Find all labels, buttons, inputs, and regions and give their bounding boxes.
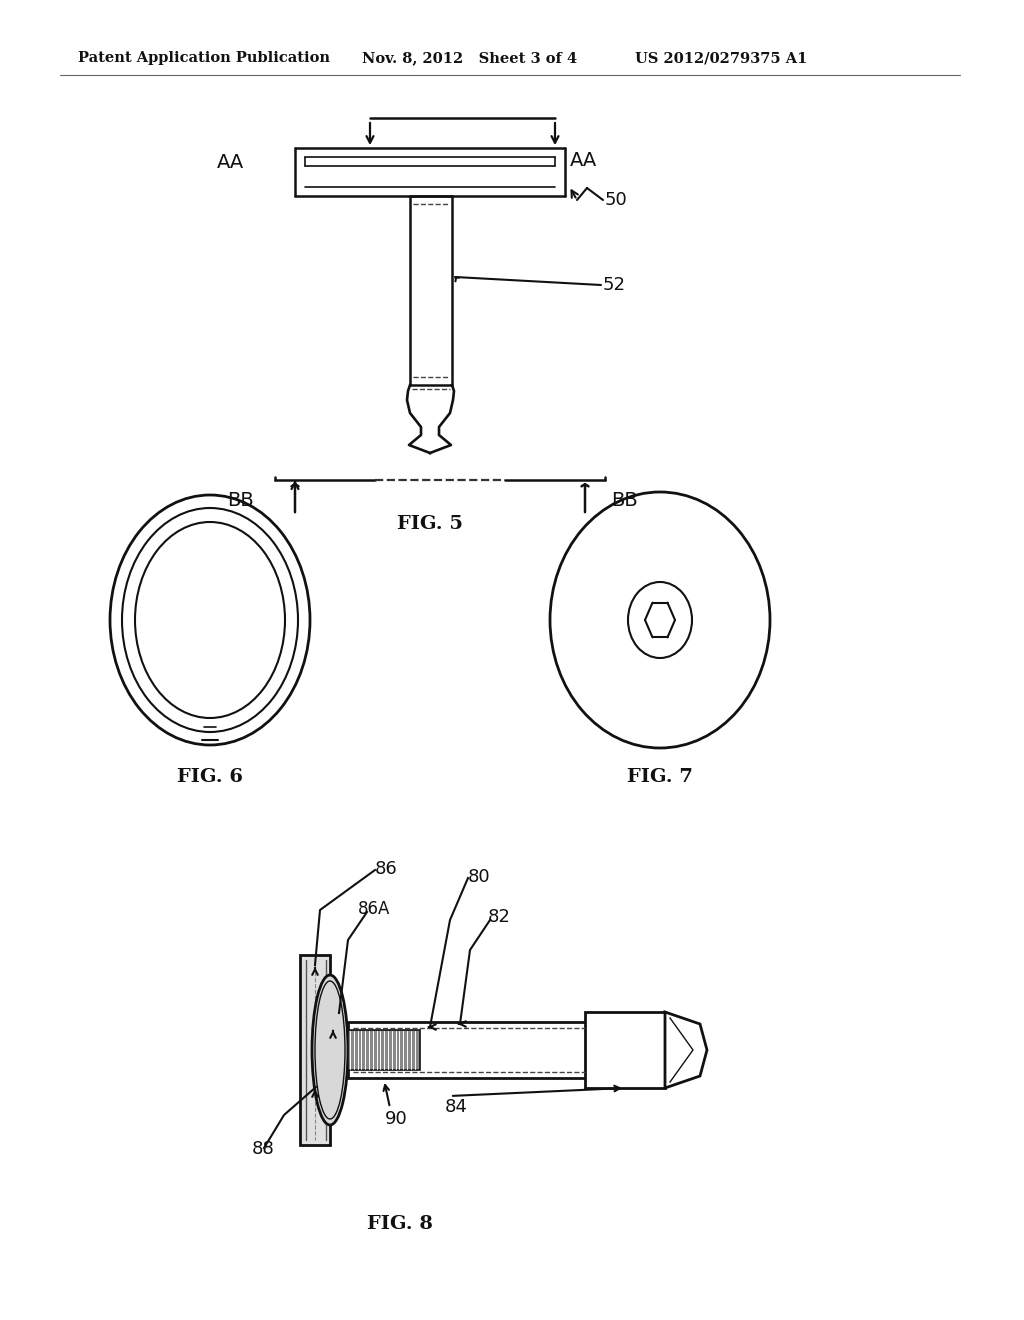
Text: 82: 82 bbox=[488, 908, 511, 927]
Text: FIG. 6: FIG. 6 bbox=[177, 768, 243, 785]
Ellipse shape bbox=[122, 508, 298, 733]
Text: FIG. 7: FIG. 7 bbox=[627, 768, 693, 785]
Text: BB: BB bbox=[611, 491, 638, 510]
Text: 80: 80 bbox=[468, 869, 490, 886]
Ellipse shape bbox=[628, 582, 692, 657]
Text: Patent Application Publication: Patent Application Publication bbox=[78, 51, 330, 65]
Text: 88: 88 bbox=[252, 1140, 274, 1158]
Text: US 2012/0279375 A1: US 2012/0279375 A1 bbox=[635, 51, 807, 65]
Text: Nov. 8, 2012   Sheet 3 of 4: Nov. 8, 2012 Sheet 3 of 4 bbox=[362, 51, 578, 65]
Text: 84: 84 bbox=[445, 1098, 468, 1115]
Text: FIG. 8: FIG. 8 bbox=[367, 1214, 433, 1233]
Text: AA: AA bbox=[570, 150, 597, 170]
Bar bbox=[585, 1012, 665, 1088]
Bar bbox=[348, 1030, 420, 1071]
Ellipse shape bbox=[315, 981, 345, 1119]
Ellipse shape bbox=[135, 521, 285, 718]
Ellipse shape bbox=[550, 492, 770, 748]
Text: 50: 50 bbox=[605, 191, 628, 209]
Text: 86A: 86A bbox=[358, 900, 390, 917]
Ellipse shape bbox=[110, 495, 310, 744]
Text: FIG. 5: FIG. 5 bbox=[397, 515, 463, 533]
Ellipse shape bbox=[312, 975, 348, 1125]
Text: AA: AA bbox=[217, 153, 245, 173]
Text: 86: 86 bbox=[375, 861, 397, 878]
Text: BB: BB bbox=[227, 491, 254, 510]
Text: 90: 90 bbox=[385, 1110, 408, 1129]
Bar bbox=[300, 954, 330, 1144]
Polygon shape bbox=[665, 1012, 707, 1088]
Bar bbox=[348, 1022, 590, 1078]
Text: 52: 52 bbox=[603, 276, 626, 294]
